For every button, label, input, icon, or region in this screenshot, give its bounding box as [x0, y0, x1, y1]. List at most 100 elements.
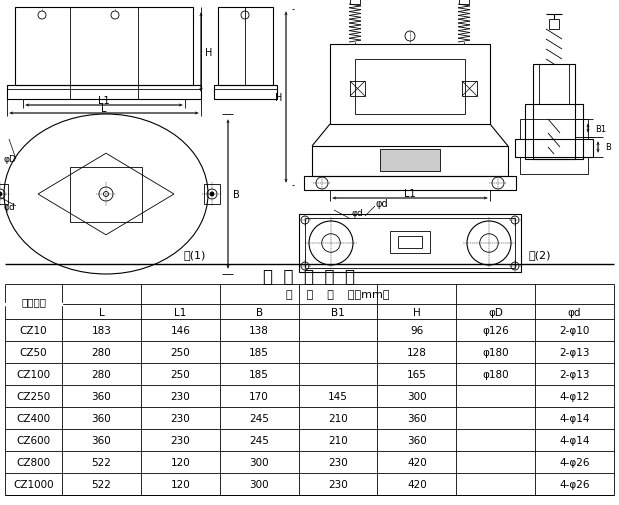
Bar: [459, 0, 469, 5]
Bar: [462, 82, 477, 97]
Text: B: B: [233, 189, 240, 199]
Text: 230: 230: [170, 391, 190, 401]
Text: 4-φ14: 4-φ14: [560, 435, 590, 445]
Bar: [549, 20, 559, 30]
Text: φ180: φ180: [482, 369, 509, 379]
Text: H: H: [275, 93, 282, 103]
Bar: [304, 177, 516, 190]
Text: 230: 230: [328, 457, 348, 467]
Text: 300: 300: [407, 391, 426, 401]
Bar: [515, 140, 593, 158]
Text: B1: B1: [331, 307, 345, 317]
Text: CZ250: CZ250: [16, 391, 51, 401]
Text: 360: 360: [92, 391, 111, 401]
Text: 146: 146: [170, 325, 190, 335]
Text: 245: 245: [249, 413, 269, 423]
Text: 120: 120: [170, 479, 190, 489]
Bar: [214, 86, 277, 100]
Text: φd: φd: [351, 208, 363, 217]
Text: 外  形  尺  寸  表: 外 形 尺 寸 表: [263, 268, 355, 285]
Text: φd: φd: [375, 198, 387, 209]
Text: 4-φ12: 4-φ12: [560, 391, 590, 401]
Bar: [390, 231, 430, 254]
Text: 128: 128: [407, 347, 426, 358]
Text: 4-φ14: 4-φ14: [560, 413, 590, 423]
Text: 230: 230: [170, 435, 190, 445]
Text: L: L: [102, 104, 106, 114]
Text: 280: 280: [92, 347, 111, 358]
Text: 185: 185: [249, 369, 269, 379]
Bar: [380, 149, 440, 172]
Text: 360: 360: [92, 435, 111, 445]
Text: φd: φd: [3, 202, 15, 211]
Text: CZ100: CZ100: [17, 369, 51, 379]
Text: 250: 250: [170, 369, 190, 379]
Text: B1: B1: [595, 124, 606, 133]
Text: 170: 170: [249, 391, 269, 401]
Text: L1: L1: [174, 307, 186, 317]
Text: 420: 420: [407, 457, 426, 467]
Bar: [0, 185, 8, 205]
Text: φD: φD: [3, 155, 16, 164]
Text: B: B: [256, 307, 262, 317]
Text: 2-φ13: 2-φ13: [560, 369, 590, 379]
Bar: [398, 236, 422, 248]
Text: H: H: [413, 307, 421, 317]
Bar: [520, 120, 588, 140]
Text: 300: 300: [249, 479, 269, 489]
Text: 230: 230: [170, 413, 190, 423]
Bar: [305, 219, 515, 269]
Text: 250: 250: [170, 347, 190, 358]
Bar: [299, 215, 521, 273]
Bar: [520, 158, 588, 175]
Text: 120: 120: [170, 457, 190, 467]
Text: 2-φ13: 2-φ13: [560, 347, 590, 358]
Text: 165: 165: [407, 369, 426, 379]
Text: 280: 280: [92, 369, 111, 379]
Text: 4-φ26: 4-φ26: [560, 479, 590, 489]
Text: L1: L1: [98, 96, 110, 106]
Text: L: L: [98, 307, 105, 317]
Text: 外    形    尺    寸（mm）: 外 形 尺 寸（mm）: [286, 289, 390, 299]
Text: L1: L1: [404, 189, 416, 198]
Circle shape: [210, 192, 214, 196]
Text: φD: φD: [488, 307, 503, 317]
Bar: [525, 105, 583, 160]
Bar: [350, 82, 365, 97]
Text: CZ50: CZ50: [20, 347, 47, 358]
Text: 183: 183: [92, 325, 111, 335]
Text: 型号规格: 型号规格: [21, 297, 46, 307]
Text: 210: 210: [328, 413, 348, 423]
Text: CZ10: CZ10: [20, 325, 47, 335]
Text: φ126: φ126: [482, 325, 509, 335]
Bar: [539, 65, 569, 105]
Text: 360: 360: [407, 435, 426, 445]
Text: 300: 300: [249, 457, 269, 467]
Text: φ180: φ180: [482, 347, 509, 358]
Bar: [218, 8, 273, 86]
Text: 图(1): 图(1): [184, 249, 206, 260]
Text: 360: 360: [92, 413, 111, 423]
Text: CZ600: CZ600: [17, 435, 51, 445]
Bar: [15, 8, 193, 86]
Bar: [70, 167, 142, 222]
Bar: [312, 147, 508, 177]
Text: 185: 185: [249, 347, 269, 358]
Text: 230: 230: [328, 479, 348, 489]
Text: 522: 522: [92, 457, 111, 467]
Text: 145: 145: [328, 391, 348, 401]
Bar: [355, 60, 465, 115]
Text: H: H: [205, 48, 212, 58]
Text: 360: 360: [407, 413, 426, 423]
Text: 4-φ26: 4-φ26: [560, 457, 590, 467]
Text: φd: φd: [568, 307, 581, 317]
Bar: [330, 45, 490, 125]
Bar: [350, 0, 360, 5]
Bar: [533, 65, 575, 160]
Text: 138: 138: [249, 325, 269, 335]
Bar: [204, 185, 220, 205]
Text: B: B: [605, 143, 611, 152]
Text: CZ1000: CZ1000: [13, 479, 54, 489]
Text: 96: 96: [410, 325, 423, 335]
Text: 522: 522: [92, 479, 111, 489]
